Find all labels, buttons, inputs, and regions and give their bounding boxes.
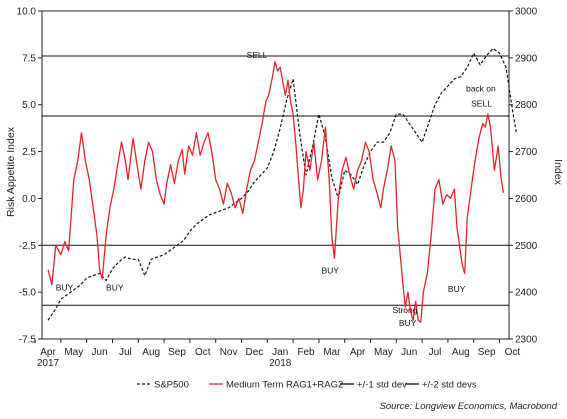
y-axis-left: -7.5 -5.0 -2.5 0.0 2.5 5.0 7.5 10.0	[17, 7, 42, 346]
y-left-tick-label: 0.0	[22, 194, 36, 205]
annotation-label: BUY	[399, 318, 417, 328]
x-tick-label: Jan	[272, 347, 288, 358]
series-layer	[47, 47, 517, 323]
series-line	[47, 60, 505, 323]
x-tick-label: Jun	[401, 347, 417, 358]
x-tick-label: Jun	[92, 347, 108, 358]
annotation-label: BUY	[448, 284, 466, 294]
y-left-tick-label: 2.5	[22, 147, 36, 158]
x-tick-label: Sep	[168, 347, 186, 358]
y-left-tick-label: 10.0	[17, 7, 37, 18]
x-tick-label: May	[374, 347, 393, 358]
y-axis-right: 2300 2400 2500 2600 2700 2800 2900 3000	[509, 7, 538, 346]
x-tick-label: Nov	[220, 347, 238, 358]
x-year-label: 2018	[269, 358, 292, 369]
y-right-tick-label: 2300	[515, 335, 538, 346]
x-tick-label: May	[64, 347, 83, 358]
series-line	[47, 47, 517, 321]
annotation-label: Strong	[392, 305, 417, 315]
x-tick-label: Sep	[478, 347, 496, 358]
y-axis-left-title: Risk Appetite Index	[5, 126, 17, 217]
y-left-tick-label: 7.5	[22, 53, 36, 64]
annotation-label: BUY	[56, 282, 74, 292]
y-right-tick-label: 2400	[515, 288, 538, 299]
x-tick-label: Oct	[505, 347, 521, 358]
y-right-tick-label: 3000	[515, 7, 538, 18]
legend-label: +/-2 std devs	[422, 380, 477, 391]
annotation-label: BUY	[106, 282, 124, 292]
x-tick-label: Dec	[246, 347, 264, 358]
y-right-tick-label: 2500	[515, 241, 538, 252]
x-tick-label: Apr	[40, 347, 56, 358]
x-axis: Apr May Jun Jul Aug Sep Oct Nov Dec Jan Feb Mar Apr M…	[34, 339, 521, 369]
x-tick-label: Mar	[323, 347, 341, 358]
annotation-label: back on	[466, 84, 496, 94]
annotation-label: BUY	[321, 265, 339, 275]
y-axis-right-title: Index	[552, 159, 564, 185]
plot-area: SELL BUY BUY BUY Strong BUY BUY back on SELL	[41, 10, 517, 340]
y-right-tick-label: 2600	[515, 194, 538, 205]
y-left-tick-label: -7.5	[19, 335, 37, 346]
legend-label: S&P500	[154, 380, 189, 391]
x-tick-label: Apr	[350, 347, 366, 358]
source-note: Source: Longview Economics, Macrobond	[379, 401, 557, 412]
annotation-layer: SELL BUY BUY BUY Strong BUY BUY back on SELL	[56, 50, 496, 328]
x-tick-label: Jul	[429, 347, 442, 358]
y-right-tick-label: 2900	[515, 53, 538, 64]
x-tick-label: Jul	[119, 347, 132, 358]
x-tick-label: Aug	[142, 347, 160, 358]
y-left-tick-label: 5.0	[22, 100, 36, 111]
x-tick-label: Aug	[452, 347, 470, 358]
annotation-label: SELL	[247, 50, 268, 60]
y-left-tick-label: -5.0	[19, 288, 37, 299]
x-year-label: 2017	[37, 358, 60, 369]
plot-frame	[41, 10, 510, 340]
y-right-tick-label: 2700	[515, 147, 538, 158]
legend-label: +/-1 std dev	[357, 380, 407, 391]
y-right-tick-label: 2800	[515, 100, 538, 111]
x-tick-label: Feb	[297, 347, 315, 358]
x-tick-label: Oct	[195, 347, 211, 358]
legend-label: Medium Term RAG1+RAG2	[226, 380, 343, 391]
legend: S&P500 Medium Term RAG1+RAG2 +/-1 std dev +…	[137, 380, 477, 391]
y-left-tick-label: -2.5	[19, 241, 37, 252]
annotation-label: SELL	[471, 99, 492, 109]
